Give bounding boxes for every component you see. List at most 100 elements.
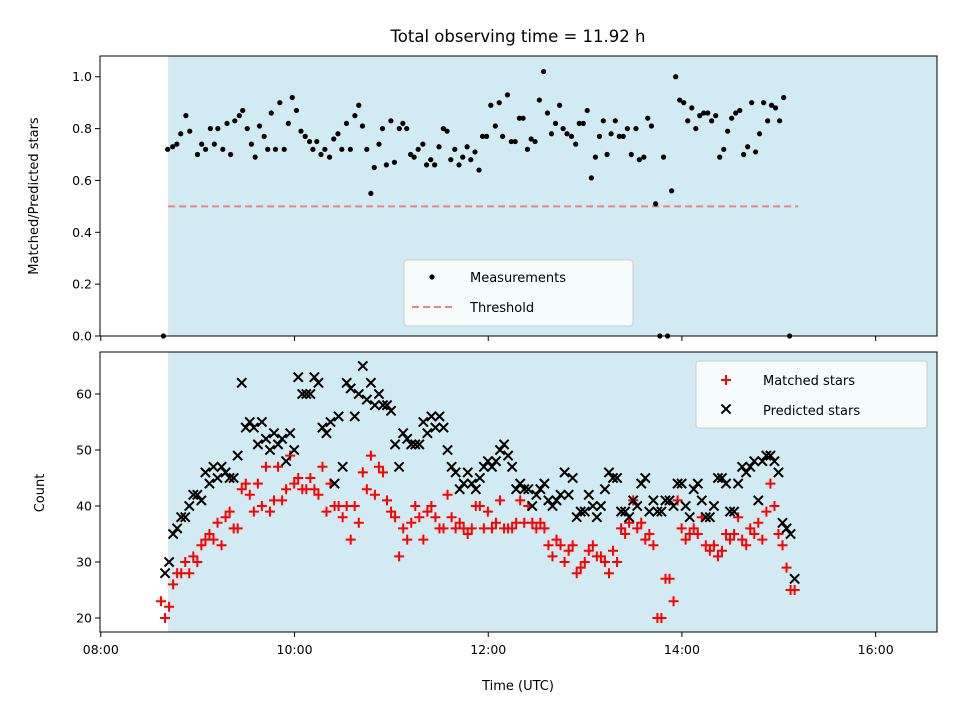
predicted-point — [732, 478, 744, 489]
predicted-point — [728, 506, 740, 517]
predicted-point — [167, 528, 179, 540]
matched-point — [446, 512, 457, 523]
predicted-point — [531, 489, 542, 501]
legend-box — [695, 360, 928, 429]
measurement-point — [536, 97, 543, 103]
predicted-point — [623, 511, 635, 523]
predicted-point — [672, 478, 683, 489]
predicted-point — [397, 427, 409, 439]
predicted-point — [393, 461, 405, 473]
y-tick-label: 0.0 — [72, 329, 92, 344]
predicted-point — [228, 472, 239, 484]
measurement-point — [452, 146, 458, 152]
matched-point — [377, 467, 388, 478]
matched-point — [438, 523, 449, 534]
measurement-point — [339, 146, 345, 152]
predicted-point — [385, 405, 397, 417]
predicted-point — [179, 511, 191, 523]
x-tick-label: 16:00 — [858, 642, 894, 657]
matched-point — [430, 512, 441, 523]
measurement-point — [777, 118, 783, 124]
predicted-point — [490, 455, 502, 467]
y-tick-label: 0.2 — [72, 277, 92, 292]
matched-point — [192, 557, 203, 567]
matched-point — [567, 540, 578, 551]
x-tick-label: 10:00 — [277, 642, 313, 657]
legend-plus-icon — [721, 375, 731, 385]
measurement-point — [721, 146, 727, 152]
matched-point — [349, 501, 360, 511]
predicted-point — [300, 388, 312, 400]
predicted-point — [458, 478, 470, 489]
predicted-point — [736, 461, 748, 473]
predicted-point — [276, 433, 288, 445]
matched-point — [729, 529, 740, 539]
y-tick-label: 50 — [76, 443, 92, 458]
matched-point — [583, 545, 594, 556]
y-tick-label: 0.4 — [72, 225, 92, 240]
matched-point — [240, 478, 251, 489]
measurement-point — [211, 141, 217, 147]
predicted-point — [668, 500, 679, 512]
matched-point — [244, 489, 255, 500]
measurement-point — [516, 115, 522, 121]
matched-point — [321, 506, 332, 517]
matched-point — [563, 545, 574, 556]
predicted-point — [547, 500, 558, 512]
matched-point — [180, 557, 191, 567]
measurement-point — [476, 167, 482, 173]
matched-point — [620, 529, 631, 539]
predicted-point — [256, 416, 268, 428]
predicted-point — [648, 495, 659, 506]
matched-point — [236, 484, 247, 495]
matched-point — [204, 529, 215, 539]
measurement-point — [388, 118, 394, 124]
measurement-point — [600, 118, 606, 124]
predicted-point — [744, 461, 756, 473]
legend-x-icon — [720, 403, 732, 415]
matched-point — [486, 523, 497, 534]
matched-point — [232, 523, 243, 534]
predicted-point — [676, 478, 687, 489]
predicted-point — [684, 511, 696, 523]
matched-point — [579, 557, 590, 567]
measurement-point — [709, 118, 715, 124]
measurement-point — [322, 146, 328, 152]
predicted-point — [543, 495, 554, 506]
predicted-point — [426, 411, 437, 422]
predicted-point — [696, 495, 708, 506]
predicted-point — [494, 444, 506, 456]
matched-point — [559, 557, 570, 567]
matched-point — [188, 551, 199, 562]
measurement-point — [681, 100, 687, 106]
predicted-point — [688, 483, 700, 495]
predicted-point — [208, 461, 219, 473]
predicted-point — [248, 422, 260, 433]
measurement-point — [492, 123, 498, 129]
predicted-point — [571, 511, 583, 523]
measurement-point — [464, 144, 470, 150]
matched-point — [442, 489, 453, 500]
measurement-point — [499, 133, 506, 139]
predicted-point — [333, 411, 344, 422]
measurement-point — [717, 154, 723, 160]
measurement-point — [281, 146, 287, 152]
predicted-point — [470, 483, 482, 495]
predicted-point — [288, 444, 300, 456]
measurement-point — [768, 102, 775, 108]
matched-point — [398, 523, 409, 534]
predicted-point — [268, 427, 280, 439]
measurement-point — [194, 151, 201, 158]
predicted-point — [627, 495, 639, 506]
predicted-point — [422, 427, 433, 439]
matched-point — [741, 540, 752, 551]
predicted-point — [224, 472, 235, 484]
matched-point — [765, 478, 776, 489]
y-tick-label: 0.6 — [72, 173, 92, 188]
predicted-point — [462, 467, 474, 478]
measurement-point — [496, 100, 502, 106]
predicted-point — [692, 478, 704, 489]
predicted-point — [337, 461, 348, 473]
y-tick-label: 40 — [76, 499, 92, 514]
measurement-point — [645, 115, 651, 121]
